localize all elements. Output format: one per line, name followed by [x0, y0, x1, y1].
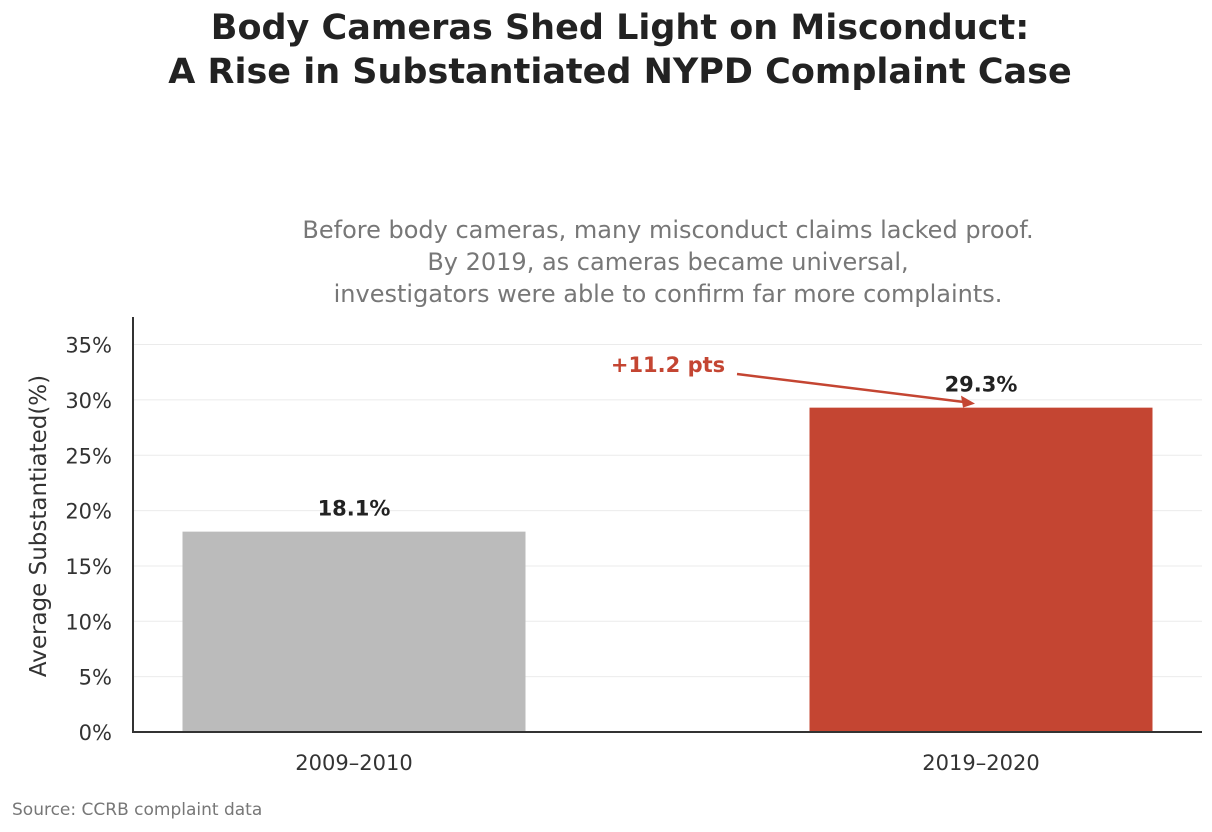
y-tick-label: 25%: [65, 444, 112, 468]
bar: [809, 407, 1153, 732]
y-tick-label: 10%: [65, 610, 112, 634]
data-label: 18.1%: [318, 497, 391, 521]
chart-subtitle: Before body cameras, many misconduct cla…: [268, 214, 1068, 310]
difference-annotation-text: +11.2 pts: [611, 353, 725, 377]
y-tick-label: 0%: [79, 721, 112, 745]
x-tick-label: 2009–2010: [295, 751, 412, 775]
y-tick-label: 5%: [79, 666, 112, 690]
y-tick-label: 20%: [65, 500, 112, 524]
x-tick-labels: 2009–2010 2019–2020: [295, 751, 1039, 775]
chart-title: Body Cameras Shed Light on Misconduct: A…: [0, 6, 1212, 94]
y-axis-label: Average Substantiated(%): [26, 375, 52, 677]
annotation-arrow-head: [961, 395, 975, 408]
y-tick-label: 35%: [65, 334, 112, 358]
bar: [182, 531, 526, 732]
axes: [132, 317, 1202, 733]
x-tick-label: 2019–2020: [922, 751, 1039, 775]
data-label: 29.3%: [945, 373, 1018, 397]
chart-subtitle-line-3: investigators were able to confirm far m…: [333, 280, 1003, 308]
data-labels: 18.1% 29.3%: [318, 373, 1018, 521]
chart-subtitle-line-2: By 2019, as cameras became universal,: [427, 248, 909, 276]
chart-subtitle-line-1: Before body cameras, many misconduct cla…: [302, 216, 1034, 244]
y-tick-label: 30%: [65, 389, 112, 413]
difference-annotation: +11.2 pts: [611, 353, 975, 408]
chart-title-line-2: A Rise in Substantiated NYPD Complaint C…: [168, 52, 1072, 92]
bars: [182, 407, 1153, 732]
y-tick-labels: 0% 5% 10% 15% 20% 25% 30% 35%: [65, 334, 112, 745]
chart-title-line-1: Body Cameras Shed Light on Misconduct:: [210, 8, 1030, 48]
y-tick-label: 15%: [65, 555, 112, 579]
source-note: Source: CCRB complaint data: [12, 800, 263, 820]
annotation-arrow-line: [736, 372, 966, 404]
